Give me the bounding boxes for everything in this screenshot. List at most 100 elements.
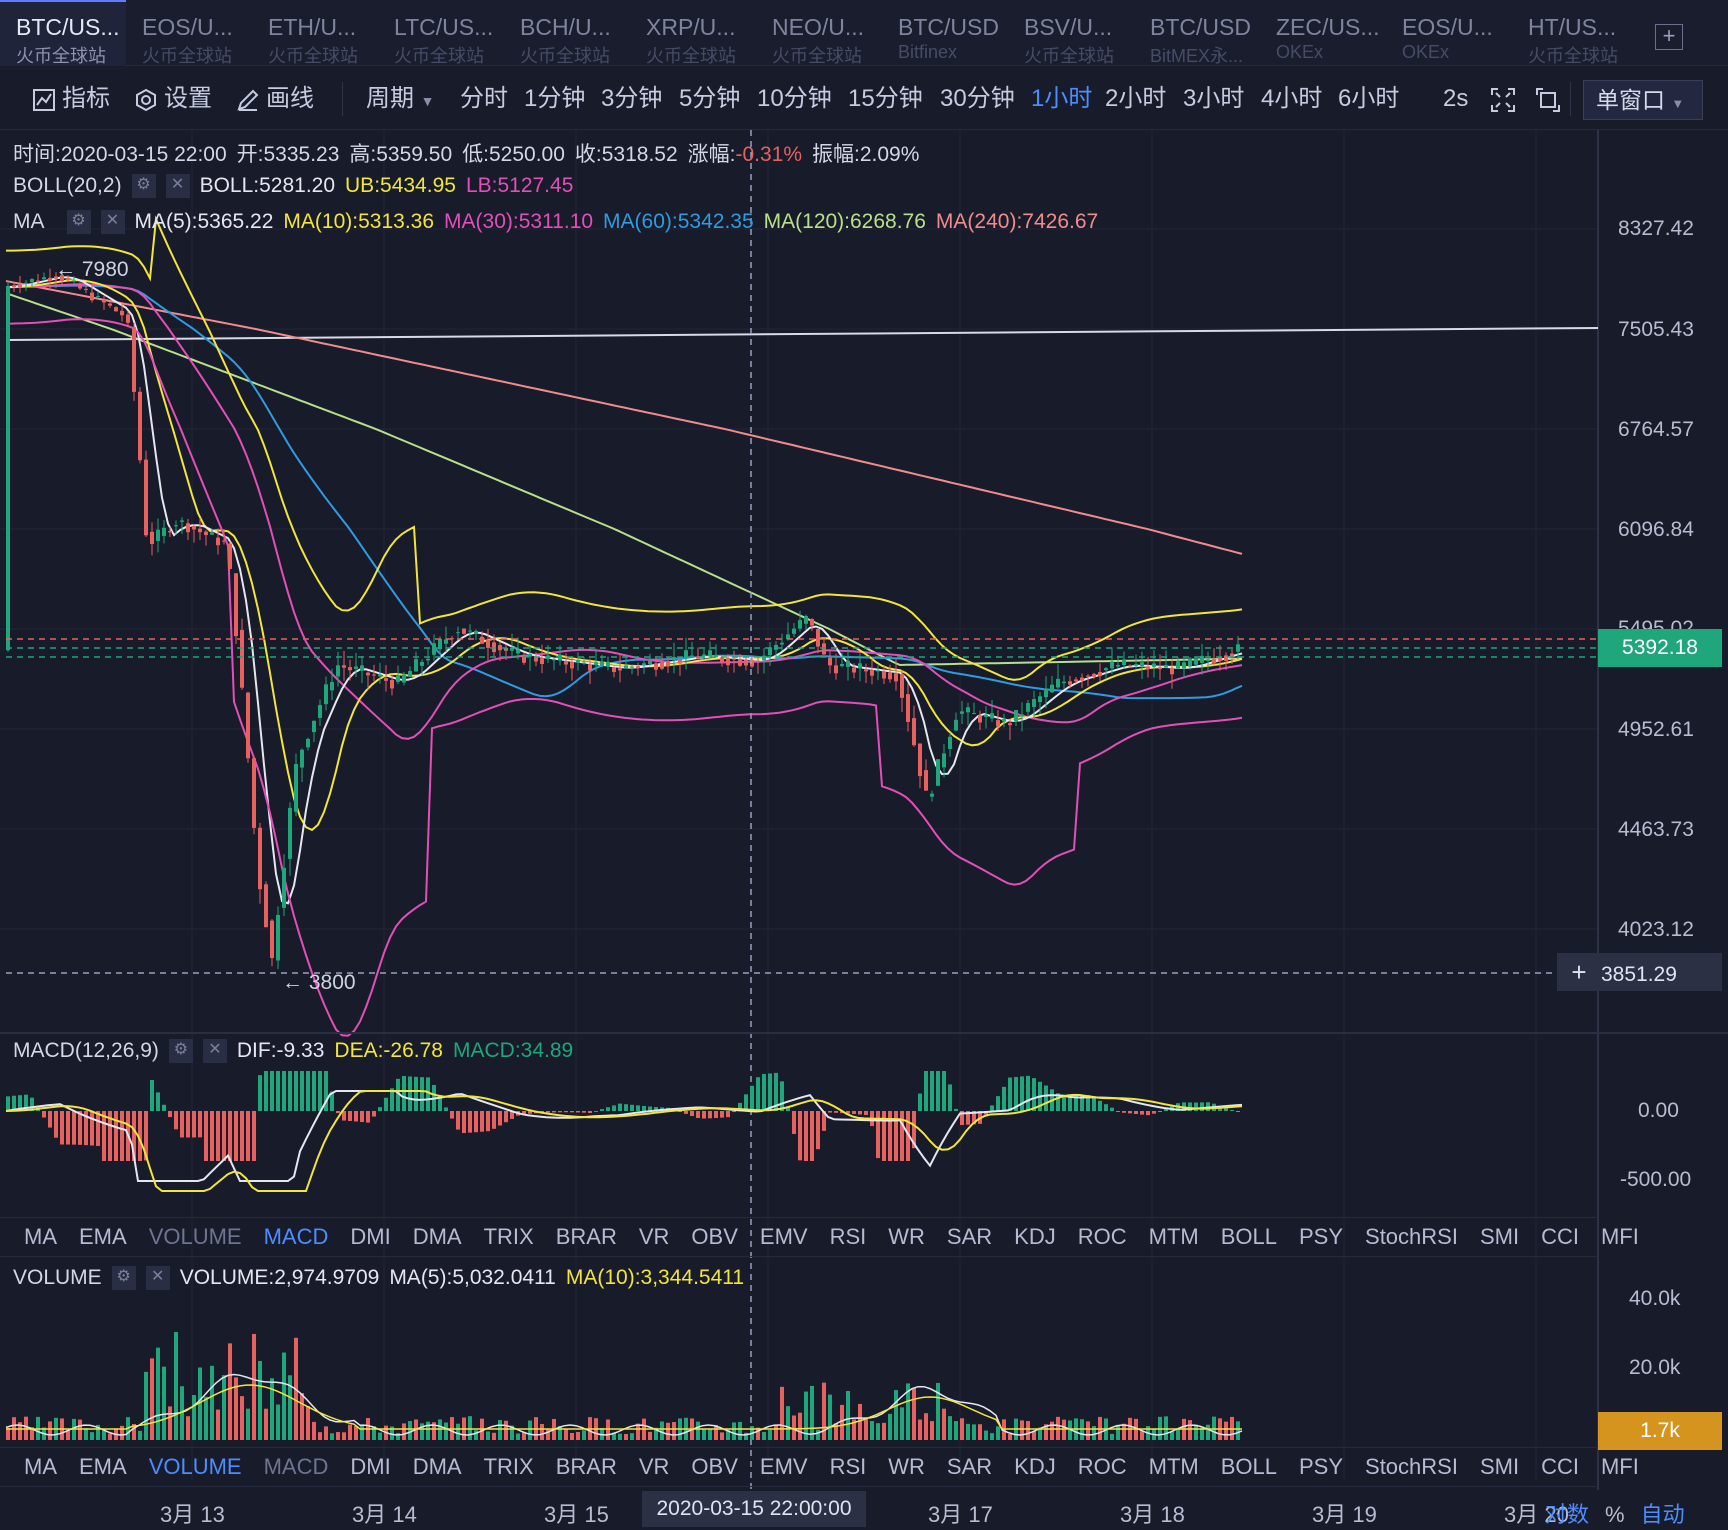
indicator-tab[interactable]: BOLL <box>1220 1224 1277 1249</box>
indicator-tab[interactable]: ROC <box>1077 1224 1127 1249</box>
volume-settings-icon[interactable]: ⚙ <box>111 1266 136 1291</box>
screenshot-button[interactable] <box>1535 68 1567 130</box>
indicator-tab[interactable]: SMI <box>1479 1224 1520 1249</box>
indicator-tab[interactable]: WR <box>888 1224 925 1249</box>
boll-settings-icon[interactable]: ⚙ <box>131 174 156 199</box>
macd-hist-bar <box>636 1105 640 1111</box>
symbol-tab[interactable]: EOS/U... 火币全球站 <box>126 0 252 66</box>
candle-body <box>642 663 646 666</box>
indicator-tab[interactable]: OBV <box>691 1224 738 1249</box>
period-option[interactable]: 3小时 <box>1183 85 1245 112</box>
macd-hist-bar <box>1134 1111 1138 1115</box>
volume-close-icon[interactable]: ✕ <box>145 1266 170 1291</box>
indicator-tab[interactable]: SMI <box>1479 1454 1520 1479</box>
indicator-tab[interactable]: PSY <box>1298 1224 1344 1249</box>
indicators-button[interactable]: 指标 <box>32 68 110 130</box>
add-tab-button[interactable]: + <box>1655 24 1683 50</box>
symbol-tab[interactable]: EOS/U... OKEx <box>1386 0 1512 66</box>
indicator-tab[interactable]: MTM <box>1148 1454 1199 1479</box>
symbol-tab[interactable]: LTC/US... 火币全球站 <box>378 0 504 66</box>
volume-bar <box>354 1426 358 1440</box>
auto-scale-toggle[interactable]: 自动 <box>1640 1502 1685 1527</box>
macd-hist-bar <box>324 1071 328 1111</box>
symbol-tab[interactable]: XRP/U... 火币全球站 <box>630 0 756 66</box>
indicator-tab[interactable]: SAR <box>946 1454 993 1479</box>
symbol-tab[interactable]: BTC/USD Bitfinex <box>882 0 1008 66</box>
period-option[interactable]: 5分钟 <box>679 85 741 112</box>
indicator-tab[interactable]: MFI <box>1600 1224 1639 1249</box>
macd-settings-icon[interactable]: ⚙ <box>168 1039 193 1064</box>
settings-button[interactable]: 设置 <box>134 68 212 130</box>
indicator-tab[interactable]: CCI <box>1541 1224 1579 1249</box>
indicator-tab[interactable]: MA <box>24 1454 57 1479</box>
indicator-tab[interactable]: MTM <box>1148 1224 1199 1249</box>
indicator-tab[interactable]: KDJ <box>1014 1224 1056 1249</box>
period-option[interactable]: 2小时 <box>1105 85 1167 112</box>
period-option[interactable]: 3分钟 <box>601 85 663 112</box>
period-option[interactable]: 4小时 <box>1261 85 1323 112</box>
candle-body <box>246 692 250 759</box>
indicator-tab[interactable]: MA <box>24 1224 57 1249</box>
refresh-interval[interactable]: 2s <box>1443 85 1469 112</box>
indicator-tab[interactable]: TRIX <box>483 1454 534 1479</box>
indicator-tab[interactable]: VR <box>638 1454 670 1479</box>
indicator-tab[interactable]: StochRSI <box>1365 1224 1458 1249</box>
indicator-tab[interactable]: EMV <box>759 1454 808 1479</box>
indicator-tab[interactable]: EMA <box>79 1224 127 1249</box>
period-option[interactable]: 10分钟 <box>757 85 832 112</box>
ma-close-icon[interactable]: ✕ <box>100 210 125 235</box>
indicator-tab[interactable]: VOLUME <box>148 1454 242 1479</box>
indicator-tab[interactable]: StochRSI <box>1365 1454 1458 1479</box>
symbol-tab[interactable]: HT/US... 火币全球站 <box>1512 0 1638 66</box>
indicator-tab[interactable]: EMA <box>79 1454 127 1479</box>
percent-scale-toggle[interactable]: % <box>1605 1502 1625 1527</box>
indicator-tab[interactable]: WR <box>888 1454 925 1479</box>
period-option[interactable]: 6小时 <box>1338 85 1400 112</box>
indicator-tab[interactable]: PSY <box>1298 1454 1344 1479</box>
crosshair-plus-icon[interactable]: + <box>1571 957 1587 987</box>
candle-body <box>816 629 820 647</box>
window-mode-select[interactable]: 单窗口 ▼ <box>1583 80 1703 120</box>
indicator-tab[interactable]: MACD <box>263 1454 329 1479</box>
indicator-tab[interactable]: MACD <box>263 1224 329 1249</box>
indicator-tab[interactable]: DMA <box>412 1224 462 1249</box>
period-option[interactable]: 分时 <box>460 85 508 112</box>
indicator-tab[interactable]: DMI <box>350 1454 391 1479</box>
symbol-tab[interactable]: BSV/U... 火币全球站 <box>1008 0 1134 66</box>
fullscreen-button[interactable] <box>1490 68 1522 130</box>
indicator-tab[interactable]: ROC <box>1077 1454 1127 1479</box>
period-dropdown[interactable]: 周期 ▼ <box>366 68 435 130</box>
symbol-tab[interactable]: ZEC/US... OKEx <box>1260 0 1386 66</box>
period-option[interactable]: 15分钟 <box>848 85 923 112</box>
indicator-tab[interactable]: BRAR <box>555 1454 617 1479</box>
period-option[interactable]: 1小时 <box>1031 85 1093 112</box>
indicator-tab[interactable]: VR <box>638 1224 670 1249</box>
period-option[interactable]: 1分钟 <box>524 85 586 112</box>
symbol-tab[interactable]: ETH/U... 火币全球站 <box>252 0 378 66</box>
indicator-tab[interactable]: DMI <box>350 1224 391 1249</box>
indicator-tab[interactable]: TRIX <box>483 1224 534 1249</box>
symbol-tab[interactable]: NEO/U... 火币全球站 <box>756 0 882 66</box>
indicator-tab[interactable]: CCI <box>1541 1454 1579 1479</box>
boll-close-icon[interactable]: ✕ <box>165 174 190 199</box>
indicator-tab[interactable]: RSI <box>829 1224 867 1249</box>
log-scale-toggle[interactable]: 对数 <box>1545 1502 1590 1527</box>
ma-settings-icon[interactable]: ⚙ <box>66 210 91 235</box>
period-option[interactable]: 30分钟 <box>940 85 1015 112</box>
indicator-tab[interactable]: DMA <box>412 1454 462 1479</box>
indicator-tab[interactable]: KDJ <box>1014 1454 1056 1479</box>
indicator-tab[interactable]: VOLUME <box>148 1224 242 1249</box>
macd-close-icon[interactable]: ✕ <box>202 1039 227 1064</box>
symbol-tab[interactable]: BTC/USD BitMEX永... <box>1134 0 1260 66</box>
indicator-tab[interactable]: BRAR <box>555 1224 617 1249</box>
symbol-tab[interactable]: BCH/U... 火币全球站 <box>504 0 630 66</box>
indicator-tab[interactable]: BOLL <box>1220 1454 1277 1479</box>
symbol-tab[interactable]: BTC/US... 火币全球站 <box>0 0 126 66</box>
indicator-tab[interactable]: OBV <box>691 1454 738 1479</box>
indicator-tab[interactable]: SAR <box>946 1224 993 1249</box>
draw-button[interactable]: 画线 <box>236 68 314 130</box>
indicator-tab[interactable]: RSI <box>829 1454 867 1479</box>
indicator-tab[interactable]: EMV <box>759 1224 808 1249</box>
indicator-tab[interactable]: MFI <box>1600 1454 1639 1479</box>
